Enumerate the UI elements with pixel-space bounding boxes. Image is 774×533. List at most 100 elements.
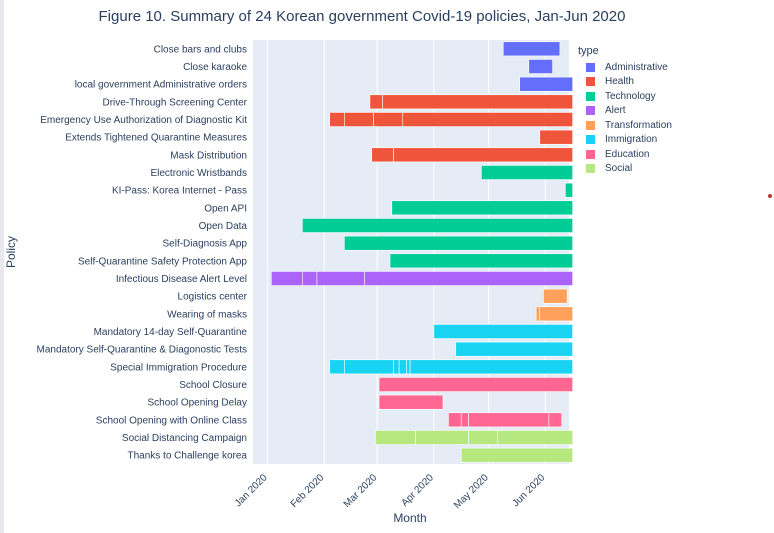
legend-label: Immigration [605, 134, 658, 146]
legend-item[interactable]: Alert [578, 104, 672, 119]
legend-item[interactable]: Administrative [578, 60, 672, 75]
legend-swatch [586, 91, 595, 101]
y-tick-label: School Opening Delay [147, 398, 247, 409]
policy-bar [409, 359, 573, 375]
y-tick-label: Extends Tightened Quarantine Measures [65, 133, 247, 144]
policy-bar [497, 430, 573, 445]
legend-label: Health [605, 76, 634, 88]
policy-bar [460, 447, 573, 463]
policy-bar [528, 59, 553, 74]
legend-label: Technology [605, 90, 656, 102]
legend-item[interactable]: Transformation [578, 118, 672, 133]
policy-bar [375, 430, 416, 445]
policy-bar [565, 182, 573, 198]
plot-background [253, 40, 569, 464]
legend-swatch [586, 62, 595, 72]
y-tick-label: Emergency Use Authorization of Diagnosti… [40, 115, 247, 126]
policy-bar [316, 271, 365, 286]
policy-bar [344, 235, 573, 251]
legend-swatch [586, 106, 595, 116]
policy-bar [502, 41, 561, 57]
legend-swatch [586, 149, 595, 159]
y-tick-label: Open API [204, 203, 247, 214]
y-tick-label: Mandatory 14-day Self-Quarantine [94, 327, 248, 338]
legend-label: Social [605, 163, 633, 175]
y-tick-label: Drive-Through Screening Center [102, 97, 247, 108]
chart-title: Figure 10. Summary of 24 Korean governme… [0, 8, 774, 25]
policy-bar [543, 288, 568, 304]
stray-dot [768, 194, 772, 198]
y-tick-label: School Opening with Online Class [96, 415, 247, 426]
bars-layer [270, 41, 573, 463]
policy-bar [406, 359, 411, 375]
x-tick-label: Jun 2020 [510, 472, 547, 509]
policy-bar [535, 306, 541, 322]
legend-item[interactable]: Technology [578, 89, 672, 104]
policy-bar [539, 129, 573, 145]
policy-bar [270, 271, 303, 286]
policy-bar [364, 271, 573, 286]
y-tick-label: Mask Distribution [170, 150, 247, 161]
x-tick-label: May 2020 [452, 472, 491, 511]
y-tick-label: School Closure [179, 380, 247, 391]
policy-bar [468, 430, 499, 445]
y-tick-label: Close bars and clubs [154, 44, 247, 55]
chart-title-text: Figure 10. Summary of 24 Korean governme… [98, 8, 626, 25]
y-tick-label: Social Distancing Campaign [122, 433, 247, 444]
y-tick-label: Thanks to Challenge korea [127, 451, 247, 462]
policy-bar [393, 359, 400, 375]
policy-bar [393, 147, 573, 163]
x-axis-title: Month [393, 511, 426, 525]
policy-bar [389, 253, 573, 269]
left-edge-strip [0, 0, 4, 533]
legend-item[interactable]: Health [578, 75, 672, 90]
policy-bar [481, 165, 573, 180]
policy-bar [329, 112, 345, 127]
policy-bar [302, 218, 573, 233]
legend-label: Administrative [605, 61, 668, 73]
policy-bar [373, 112, 404, 127]
y-tick-label: Electronic Wristbands [150, 168, 247, 179]
x-tick-labels: Jan 2020 Feb 2020 Mar 2020 Apr 2020 May 2020… [233, 472, 548, 511]
gridlines [267, 40, 546, 464]
x-tick-label: Feb 2020 [289, 472, 327, 510]
policy-bar [398, 359, 407, 375]
legend-title: type [578, 45, 599, 57]
policy-bar [448, 412, 462, 428]
y-tick-label: Mandatory Self-Quarantine & Diagonostic … [37, 345, 247, 356]
legend-swatch [586, 164, 595, 174]
policy-bar [402, 112, 573, 127]
legend-swatch [586, 120, 595, 130]
policy-bar [548, 412, 562, 428]
legend-item[interactable]: Immigration [578, 133, 672, 148]
legend-swatch [586, 135, 595, 145]
legend-items: Administrative Health Technology Alert Trans… [578, 60, 672, 176]
policy-bar [329, 359, 345, 375]
policy-bar [415, 430, 469, 445]
policy-bar [378, 394, 444, 410]
legend-swatch [586, 77, 595, 87]
policy-bar [369, 94, 383, 110]
x-tick-label: Jan 2020 [233, 472, 270, 509]
y-tick-label: local government Administrative orders [75, 80, 247, 91]
policy-bar [433, 324, 573, 339]
legend-label: Alert [605, 105, 626, 117]
policy-bar [519, 76, 573, 92]
y-tick-label: Special Immigration Procedure [110, 362, 247, 373]
legend-item[interactable]: Social [578, 162, 672, 177]
y-tick-label: Close karaoke [183, 62, 247, 73]
policy-bar [539, 306, 573, 322]
policy-bar [382, 94, 573, 110]
y-tick-label: Wearing of masks [167, 309, 247, 320]
legend: type Administrative Health Technology Alert… [578, 45, 672, 176]
y-tick-label: KI-Pass: Korea Internet - Pass [112, 186, 247, 197]
y-tick-label: Self-Diagnosis App [163, 239, 248, 250]
legend-label: Education [605, 148, 650, 160]
legend-item[interactable]: Education [578, 147, 672, 162]
policy-bar [468, 412, 550, 428]
policy-bar [371, 147, 394, 163]
y-tick-label: Logistics center [178, 292, 248, 303]
x-tick-label: Mar 2020 [342, 472, 380, 510]
